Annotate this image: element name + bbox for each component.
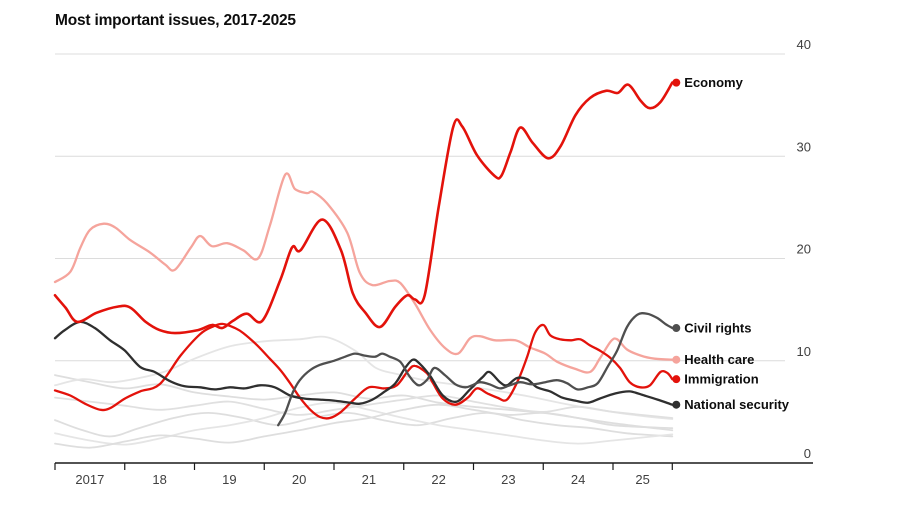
series-line-unlabeled-gray-6 (54, 394, 674, 419)
y-axis-label-30: 30 (797, 139, 811, 154)
x-axis-label-21: 21 (362, 472, 376, 487)
chart-title: Most important issues, 2017-2025 (55, 12, 296, 29)
series-end-dot-national-security (672, 400, 681, 409)
y-axis-label-20: 20 (797, 242, 811, 257)
series-line-civil-rights (277, 312, 674, 427)
series-label-economy: Economy (684, 75, 743, 90)
series-label-national-security: National security (684, 397, 790, 412)
series-line-unlabeled-gray-4 (54, 401, 674, 446)
y-axis-label-40: 40 (797, 37, 811, 52)
x-axis-label-2017: 2017 (75, 472, 104, 487)
series-end-dot-civil-rights (672, 324, 681, 333)
series-end-dot-economy (672, 78, 681, 87)
y-axis-label-10: 10 (797, 344, 811, 359)
series-line-economy (53, 81, 674, 335)
series-line-health-care (53, 172, 674, 374)
y-axis-label-0: 0 (804, 446, 811, 461)
x-axis-label-24: 24 (571, 472, 585, 487)
x-axis-label-20: 20 (292, 472, 306, 487)
series-end-dot-immigration (672, 375, 681, 384)
series-label-immigration: Immigration (684, 372, 758, 387)
series-label-health-care: Health care (684, 352, 754, 367)
series-line-immigration (53, 322, 674, 420)
x-axis-label-25: 25 (635, 472, 649, 487)
x-axis-label-23: 23 (501, 472, 515, 487)
series-line-unlabeled-gray-2 (54, 335, 674, 420)
series-line-unlabeled-gray-3 (54, 411, 674, 438)
series-label-civil-rights: Civil rights (684, 321, 751, 336)
x-axis-label-22: 22 (431, 472, 445, 487)
series-line-unlabeled-gray-5 (54, 403, 674, 449)
series-line-national-security (53, 320, 674, 406)
x-axis-label-18: 18 (152, 472, 166, 487)
x-axis-label-19: 19 (222, 472, 236, 487)
series-end-dot-health-care (672, 355, 681, 364)
